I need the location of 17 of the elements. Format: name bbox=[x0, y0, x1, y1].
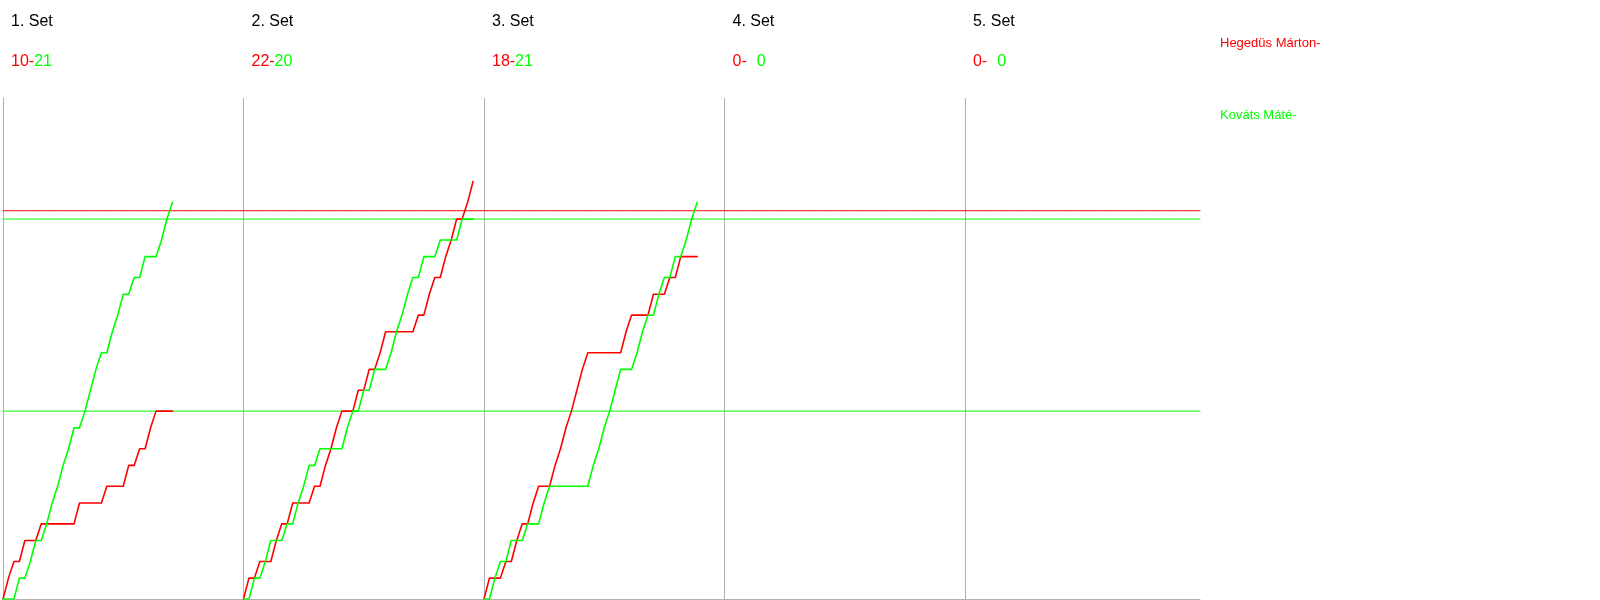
text: 2. Set bbox=[251, 11, 294, 29]
text: 21 bbox=[515, 51, 534, 69]
text: 21 bbox=[34, 51, 53, 69]
text: 0 bbox=[997, 51, 1007, 69]
text: Hegedüs Márton- bbox=[1220, 35, 1321, 50]
text: 1. Set bbox=[11, 11, 54, 29]
text: 18- bbox=[491, 51, 516, 69]
text: Kováts Máté- bbox=[1220, 107, 1297, 122]
text: 0- bbox=[972, 51, 988, 69]
text: 3. Set bbox=[491, 11, 535, 29]
text: 4. Set bbox=[732, 11, 775, 29]
text: 0 bbox=[756, 51, 766, 69]
text: 5. Set bbox=[972, 11, 1016, 29]
text: 20 bbox=[274, 51, 293, 69]
text: 0- bbox=[732, 51, 747, 69]
text: 22- bbox=[251, 51, 275, 69]
text: 10- bbox=[11, 51, 35, 69]
